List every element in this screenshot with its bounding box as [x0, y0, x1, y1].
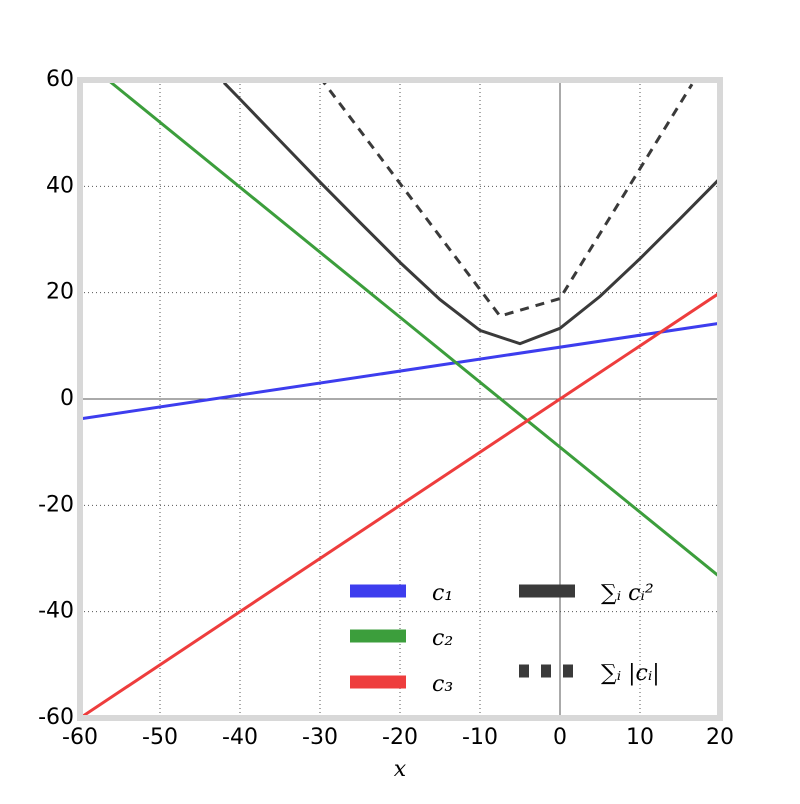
x-tick-label: 10 [626, 725, 654, 750]
x-tick-label: -30 [302, 725, 338, 750]
series-group [80, 80, 720, 718]
series-line [80, 321, 720, 421]
legend-label: ∑ᵢ cᵢ² [601, 581, 654, 606]
x-tick-label: 0 [553, 725, 567, 750]
series-line [107, 80, 720, 579]
x-tick-label: -10 [462, 725, 498, 750]
y-tick-label: -60 [38, 705, 74, 730]
x-tick-label: -20 [382, 725, 418, 750]
x-axis-label: x [394, 757, 407, 782]
legend-label: c₂ [432, 626, 453, 651]
y-tick-label: 60 [46, 67, 74, 92]
legend-label: c₃ [432, 672, 453, 697]
y-tick-label: 20 [46, 280, 74, 305]
y-tick-label: 40 [46, 173, 74, 198]
series-line [320, 80, 694, 318]
series-line [222, 81, 720, 346]
x-tick-label: 20 [706, 725, 734, 750]
plot-frame [77, 77, 723, 721]
x-tick-label: -60 [62, 725, 98, 750]
y-tick-label: -40 [38, 599, 74, 624]
x-tick-label: -40 [222, 725, 258, 750]
y-tick-label: -20 [38, 492, 74, 517]
legend-label: ∑ᵢ |cᵢ| [601, 661, 660, 686]
legend-label: c₁ [432, 581, 453, 606]
y-tick-label: 0 [60, 386, 74, 411]
series-line [80, 291, 720, 718]
x-tick-label: -50 [142, 725, 178, 750]
